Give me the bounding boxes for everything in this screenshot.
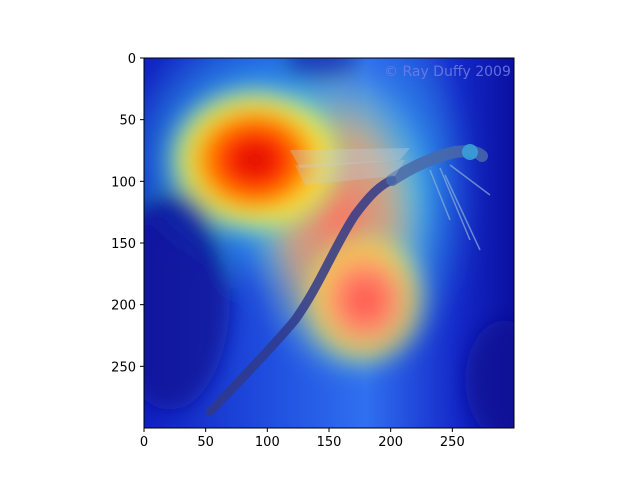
x-tick-label: 100 bbox=[255, 435, 280, 450]
dragonfly-wing-upper bbox=[290, 148, 410, 168]
hotspot-primary bbox=[160, 80, 350, 240]
y-tick-label: 100 bbox=[111, 175, 136, 190]
dragonfly-head bbox=[462, 144, 478, 160]
dragonfly bbox=[205, 144, 491, 417]
x-axis: 0 50 100 150 200 250 bbox=[140, 428, 465, 450]
x-tick-label: 250 bbox=[440, 435, 465, 450]
dragonfly-wing-lower bbox=[295, 160, 405, 185]
x-tick-label: 150 bbox=[317, 435, 342, 450]
y-tick-label: 250 bbox=[111, 360, 136, 375]
y-tick-label: 0 bbox=[128, 52, 136, 67]
x-tick-label: 50 bbox=[197, 435, 214, 450]
dark-blue-left bbox=[144, 190, 230, 410]
y-axis: 0 50 100 150 200 250 bbox=[111, 52, 144, 375]
dark-blue-top bbox=[280, 58, 360, 82]
x-tick-label: 0 bbox=[140, 435, 148, 450]
dragonfly-abdomen bbox=[205, 175, 397, 417]
y-tick-label: 50 bbox=[119, 114, 136, 129]
y-tick-label: 200 bbox=[111, 299, 136, 314]
watermark: © Ray Duffy 2009 bbox=[384, 64, 511, 80]
heatmap-image: © Ray Duffy 2009 bbox=[144, 58, 514, 428]
hotspot-secondary bbox=[295, 225, 435, 375]
dragonfly-legs bbox=[429, 164, 491, 251]
x-tick-label: 200 bbox=[378, 435, 403, 450]
dark-blue-bottom-right bbox=[465, 320, 514, 428]
y-tick-label: 150 bbox=[111, 237, 136, 252]
